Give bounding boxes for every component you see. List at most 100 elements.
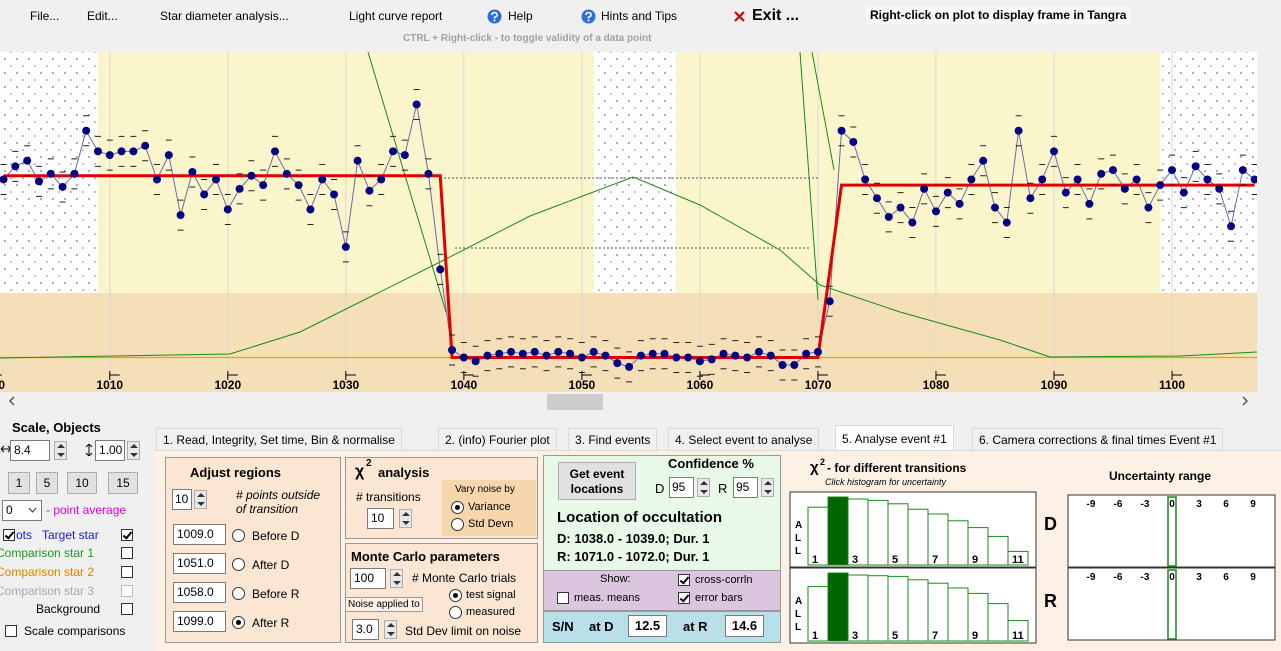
show-checkbox[interactable]: [678, 592, 690, 604]
scale-x-input[interactable]: 8.4: [10, 440, 50, 461]
region-input[interactable]: 1009.0: [173, 524, 226, 545]
scrollbar[interactable]: [0, 392, 1257, 411]
data-point: [448, 346, 457, 355]
show-checkbox[interactable]: [678, 574, 690, 586]
noise-applied-radio[interactable]: [449, 589, 462, 602]
histogram-bar: [947, 587, 969, 642]
scale-comparisons-checkbox[interactable]: [5, 625, 17, 637]
error-bar: [212, 163, 219, 195]
x-tick-label: 1080: [923, 378, 950, 392]
chi-symbol: χ: [355, 463, 365, 480]
uncertainty-tick-label: 9: [1250, 572, 1256, 583]
menu-item[interactable]: Help: [508, 9, 533, 23]
scale-button[interactable]: 10: [67, 472, 97, 494]
noise-radio[interactable]: [451, 501, 464, 514]
tab[interactable]: 3. Find events: [568, 428, 658, 450]
show-option: cross-corrln: [695, 574, 753, 586]
data-point: [507, 347, 516, 356]
histogram-bar: [867, 575, 889, 642]
light-curve-plot[interactable]: 1000 1010 1020 1030 1040 1050 1060 1070 1080 1090…: [0, 46, 1281, 392]
noise-applied-radio[interactable]: [449, 606, 462, 619]
average-dropdown[interactable]: 0: [2, 500, 42, 521]
data-point: [554, 347, 563, 356]
region-radio[interactable]: [232, 558, 245, 571]
region-radio[interactable]: [232, 529, 245, 542]
spinner[interactable]: [194, 490, 207, 509]
error-bar: [873, 182, 880, 214]
object-checkbox[interactable]: [121, 566, 133, 578]
data-point: [920, 184, 929, 193]
error-bar: [1074, 163, 1081, 195]
error-bar: [130, 135, 137, 167]
error-bar: [897, 192, 904, 224]
uncertainty-side-label: R: [1044, 591, 1057, 611]
region-input[interactable]: 1058.0: [173, 582, 226, 603]
menu-item[interactable]: File...: [30, 9, 60, 23]
data-point: [943, 188, 952, 197]
scroll-right[interactable]: [1241, 396, 1249, 406]
scroll-thumb[interactable]: [547, 394, 603, 410]
scale-button[interactable]: 5: [36, 472, 58, 494]
error-bar: [1133, 163, 1140, 195]
spinner[interactable]: [54, 441, 67, 460]
scale-button[interactable]: 15: [108, 472, 138, 494]
region-input[interactable]: 1051.0: [173, 553, 226, 574]
scroll-left[interactable]: [8, 396, 16, 406]
spinner[interactable]: [761, 478, 774, 497]
uncertainty-tick-label: 9: [1250, 499, 1256, 510]
spinner[interactable]: [384, 620, 397, 639]
region-input[interactable]: 1099.0: [173, 611, 226, 632]
data-point: [955, 199, 964, 208]
x-tick-label: 1060: [687, 378, 714, 392]
menu-item[interactable]: Light curve report: [349, 9, 443, 23]
data-point: [908, 218, 917, 227]
object-checkbox[interactable]: [121, 585, 133, 597]
scale-button[interactable]: 1: [8, 472, 30, 494]
data-point: [1156, 181, 1165, 190]
object-checkbox[interactable]: [121, 529, 133, 541]
data-point: [1038, 175, 1047, 184]
get-event-button[interactable]: Get event locations: [558, 462, 636, 500]
spinner[interactable]: [127, 441, 140, 460]
region-radio[interactable]: [232, 616, 245, 629]
trials-input[interactable]: 100: [350, 568, 386, 589]
scale-y-input[interactable]: 1.00: [95, 440, 125, 461]
noise-radio[interactable]: [451, 518, 464, 531]
data-point: [990, 203, 999, 212]
data-point: [200, 190, 209, 199]
spinner[interactable]: [399, 509, 412, 528]
tab[interactable]: 1. Read, Integrity, Set time, Bin & norm…: [156, 428, 402, 450]
data-point: [70, 169, 79, 178]
data-point: [1097, 169, 1106, 178]
transitions-input[interactable]: 10: [367, 508, 394, 529]
points-input[interactable]: 10: [172, 489, 192, 510]
error-bar: [850, 126, 857, 158]
confidence-r-input[interactable]: 95: [733, 477, 758, 498]
x-tick-label: 1010: [96, 378, 123, 392]
spinner[interactable]: [697, 478, 710, 497]
menu-item[interactable]: Hints and Tips: [601, 9, 678, 23]
menu-item[interactable]: Exit ...: [752, 7, 800, 24]
data-point: [223, 205, 232, 214]
menu-item[interactable]: Edit...: [87, 9, 118, 23]
tick-mark: [1171, 371, 1183, 380]
confidence-d-input[interactable]: 95: [669, 477, 694, 498]
dots-checkbox[interactable]: [3, 529, 15, 541]
data-point: [790, 361, 799, 370]
std-limit-input[interactable]: 3.0: [352, 619, 379, 640]
menu-item[interactable]: Star diameter analysis...: [160, 9, 289, 23]
error-bar: [390, 135, 397, 167]
spinner[interactable]: [390, 569, 403, 588]
tab[interactable]: 6. Camera corrections & final times Even…: [972, 428, 1224, 450]
object-checkbox[interactable]: [121, 547, 133, 559]
tab[interactable]: 2. (info) Fourier plot: [438, 428, 557, 450]
region-radio[interactable]: [232, 587, 245, 600]
tab-active[interactable]: 5. Analyse event #1: [835, 425, 954, 451]
error-bar: [1216, 173, 1223, 205]
tick-mark: [109, 371, 120, 380]
object-checkbox[interactable]: [121, 603, 133, 615]
show-checkbox[interactable]: [557, 592, 569, 604]
tab[interactable]: 4. Select event to analyse: [668, 428, 820, 450]
